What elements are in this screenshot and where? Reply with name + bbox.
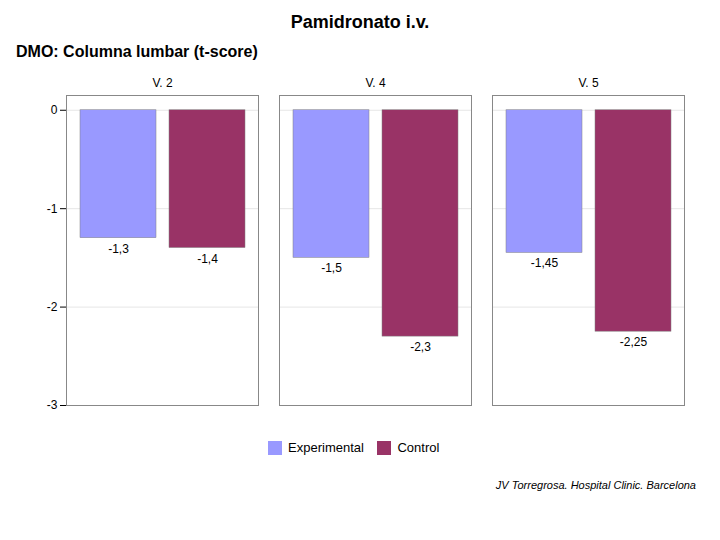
svg-text:-2: -2 [47, 300, 58, 314]
svg-text:V. 5: V. 5 [578, 76, 599, 90]
svg-text:0: 0 [51, 103, 58, 117]
svg-text:-1: -1 [47, 202, 58, 216]
svg-text:-2,3: -2,3 [410, 340, 431, 354]
svg-text:-1,5: -1,5 [321, 261, 342, 275]
svg-text:-1,3: -1,3 [108, 242, 129, 256]
html-text:DMO: Columna lumbar (t-score): DMO: Columna lumbar (t-score) [16, 43, 258, 60]
svg-text:V. 2: V. 2 [152, 76, 173, 90]
svg-text:-2,25: -2,25 [620, 335, 648, 349]
html-text:Pamidronato i.v.: Pamidronato i.v. [290, 12, 430, 32]
svg-text:-1,45: -1,45 [531, 256, 559, 270]
html-text:Control: Control [397, 440, 440, 455]
svg-text:-3: -3 [47, 398, 58, 412]
html-text:Experimental: Experimental [288, 440, 364, 455]
html-text:JV Torregrosa. Hospital Clinic: JV Torregrosa. Hospital Clinic. Barcelon… [495, 478, 696, 491]
svg-text:V. 4: V. 4 [365, 76, 386, 90]
svg-text:-1,4: -1,4 [197, 252, 218, 266]
